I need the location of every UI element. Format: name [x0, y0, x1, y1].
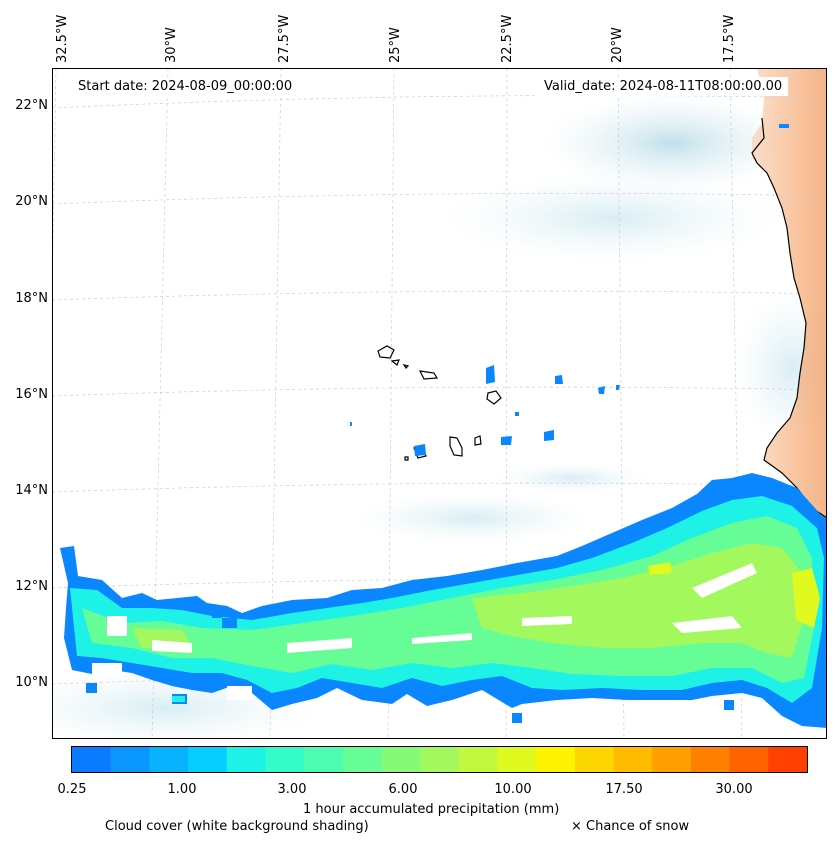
- colorbar-swatch: [420, 747, 460, 772]
- colorbar-tick: 0.25: [57, 782, 87, 797]
- start-date-label: Start date: 2024-08-09_00:00:00: [72, 77, 299, 96]
- cloud-cover-layer: [52, 93, 827, 739]
- longitude-label: 32.5°W: [55, 14, 70, 63]
- colorbar-swatch: [342, 747, 382, 772]
- colorbar-swatches: [72, 747, 807, 772]
- colorbar-swatch: [149, 747, 189, 772]
- colorbar-swatch: [304, 747, 344, 772]
- latitude-label: 10°N: [15, 675, 48, 690]
- latitude-label: 12°N: [15, 579, 48, 594]
- longitude-label: 25°W: [388, 27, 403, 63]
- colorbar-tick: 17.50: [605, 782, 643, 797]
- colorbar-swatch: [497, 747, 537, 772]
- map-canvas: [52, 68, 827, 739]
- colorbar-tick: 6.00: [388, 782, 418, 797]
- colorbar-swatch: [768, 747, 807, 772]
- cloud-cover-legend: Cloud cover (white background shading): [105, 819, 369, 834]
- map-panel: [52, 68, 827, 739]
- colorbar-label: 1 hour accumulated precipitation (mm): [303, 802, 560, 817]
- colorbar-tick: 30.00: [715, 782, 753, 797]
- map-frame: [52, 68, 827, 739]
- latitude-label: 20°N: [15, 194, 48, 209]
- longitude-label: 30°W: [164, 27, 179, 63]
- colorbar-tick: 1.00: [167, 782, 197, 797]
- colorbar-swatch: [652, 747, 692, 772]
- colorbar-swatch: [729, 747, 769, 772]
- longitude-label: 22.5°W: [500, 14, 515, 63]
- longitude-label: 17.5°W: [722, 14, 737, 63]
- latitude-label: 18°N: [15, 291, 48, 306]
- precipitation-layer: [60, 124, 827, 728]
- colorbar-swatch: [574, 747, 615, 772]
- colorbar-swatch: [381, 747, 421, 772]
- longitude-label: 20°W: [610, 27, 625, 63]
- colorbar-swatch: [613, 747, 653, 772]
- colorbar-swatch: [72, 747, 112, 772]
- colorbar-swatch: [226, 747, 266, 772]
- colorbar-swatch: [458, 747, 499, 772]
- latitude-label: 16°N: [15, 387, 48, 402]
- africa-coastline: [751, 117, 827, 519]
- longitude-label: 27.5°W: [277, 14, 292, 63]
- colorbar: [71, 746, 808, 773]
- colorbar-swatch: [265, 747, 305, 772]
- colorbar-swatch: [110, 747, 150, 772]
- snow-legend: × Chance of snow: [571, 819, 690, 834]
- colorbar-swatch: [536, 747, 576, 772]
- colorbar-swatch: [690, 747, 731, 772]
- latitude-label: 22°N: [15, 98, 48, 113]
- colorbar-swatch: [188, 747, 228, 772]
- colorbar-tick: 10.00: [494, 782, 532, 797]
- latitude-label: 14°N: [15, 483, 48, 498]
- valid-date-label: Valid_date: 2024-08-11T08:00:00.00: [538, 77, 789, 96]
- colorbar-tick: 3.00: [277, 782, 307, 797]
